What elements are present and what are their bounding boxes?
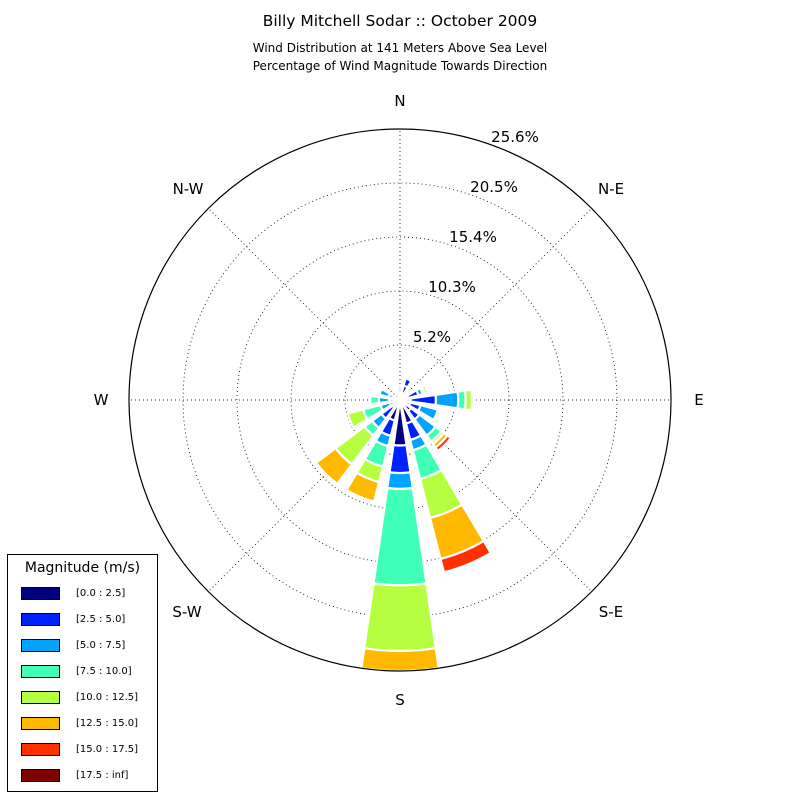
wind-bar-segment — [362, 582, 438, 652]
legend-label: [12.5 : 15.0] — [76, 718, 139, 729]
grid-spoke — [208, 208, 401, 401]
radial-tick-label-4: 20.5% — [470, 178, 518, 196]
wind-bar-segment — [372, 486, 428, 587]
wind-bar-segment — [433, 433, 453, 453]
legend-label: [2.5 : 5.0] — [76, 614, 126, 625]
legend-label: [0.0 : 2.5] — [76, 588, 126, 599]
grid-circle — [236, 236, 564, 564]
radial-tick-label-2: 10.3% — [428, 278, 476, 296]
direction-label-w: W — [94, 391, 109, 409]
legend: Magnitude (m/s) [0.0 : 2.5] [2.5 : 5.0] … — [7, 554, 158, 792]
wind-bar-segment — [360, 647, 440, 673]
grid-circle — [290, 290, 510, 510]
legend-swatch — [21, 743, 60, 756]
outer-ring — [128, 128, 672, 672]
wind-bar-segment — [397, 387, 403, 393]
wind-bar-segment — [404, 389, 411, 396]
direction-label-sw: S-W — [172, 603, 201, 621]
wind-bar-segment — [388, 443, 412, 475]
direction-label-e: E — [694, 391, 703, 409]
chart-subtitle-line-2: Percentage of Wind Magnitude Towards Dir… — [252, 59, 548, 73]
chart-title: Billy Mitchell Sodar :: October 2009 — [262, 12, 538, 30]
legend-swatch — [21, 665, 60, 678]
legend-swatch — [21, 769, 60, 782]
direction-label-s: S — [395, 691, 405, 709]
axis-labels: N N-E E S-E S S-W W N-W 5.2% 10.3% 15.4%… — [94, 92, 704, 709]
legend-swatch — [21, 613, 60, 626]
wind-bar-segment — [433, 408, 443, 424]
direction-label-ne: N-E — [598, 180, 624, 198]
wind-bars — [314, 375, 493, 673]
radial-tick-label-1: 5.2% — [413, 328, 451, 346]
wind-bar-segment — [369, 394, 381, 406]
legend-swatch — [21, 691, 60, 704]
wind-bar-segment — [346, 408, 369, 430]
wind-bar-segment — [404, 375, 414, 383]
wind-bar-segment — [386, 471, 414, 491]
wind-bar-segment — [376, 386, 384, 397]
legend-title: Magnitude (m/s) — [24, 560, 141, 576]
legend-swatch — [21, 717, 60, 730]
chart-subtitle-line-1: Wind Distribution at 141 Meters Above Se… — [252, 41, 548, 55]
direction-label-n: N — [394, 92, 405, 110]
legend-label: [17.5 : inf] — [76, 770, 129, 781]
wind-bar-segment — [344, 471, 381, 503]
direction-label-se: S-E — [599, 603, 623, 621]
wind-bar-segment — [434, 390, 460, 410]
wind-bar-segment — [423, 383, 431, 395]
legend-label: [5.0 : 7.5] — [76, 640, 126, 651]
legend-label: [7.5 : 10.0] — [76, 666, 132, 677]
wind-bar-segment — [314, 446, 354, 486]
legend-label: [10.0 : 12.5] — [76, 692, 139, 703]
wind-bar-segment — [439, 539, 493, 574]
wind-bar-segment — [463, 388, 474, 412]
legend-swatch — [21, 639, 60, 652]
direction-label-nw: N-W — [173, 180, 204, 198]
legend-label: [15.0 : 17.5] — [76, 744, 139, 755]
radial-tick-label-5: 25.6% — [491, 128, 539, 146]
radial-tick-label-3: 15.4% — [449, 228, 497, 246]
legend-swatch — [21, 587, 60, 600]
